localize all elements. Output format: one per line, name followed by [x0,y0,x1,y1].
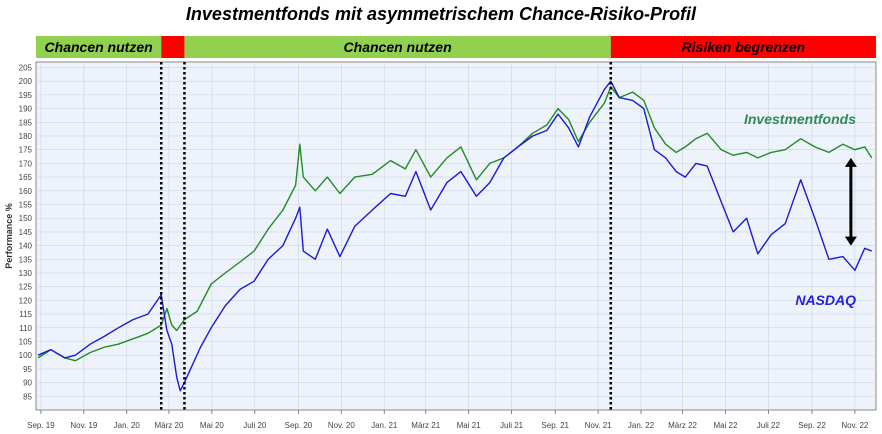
y-tick-label: 195 [19,91,33,100]
band-label: Chancen nutzen [45,39,153,55]
y-tick-label: 85 [23,392,32,401]
y-tick-label: 110 [19,324,32,333]
y-tick-label: 95 [23,365,32,374]
x-tick-label: Sep. 19 [27,421,55,430]
y-tick-label: 165 [19,173,33,182]
y-axis-ticks: 85 90 95 100 105 110 115 120 125 130 135 140 145 150 1… [19,63,33,401]
x-tick-label: Juli 20 [243,421,267,430]
grid-lines [36,62,876,410]
chart-title: Investmentfonds mit asymmetrischem Chanc… [185,4,697,24]
x-tick-label: Mai 21 [457,421,482,430]
spread-arrow-head-down [844,236,857,246]
x-tick-label: März 22 [668,421,697,430]
x-tick-label: Jan. 20 [114,421,141,430]
y-tick-label: 100 [19,351,33,360]
band-chance [184,36,611,58]
x-tick-label: Jan. 21 [371,421,398,430]
y-axis-title: Performance % [4,203,14,269]
series-labels: Investmentfonds NASDAQ [744,111,856,308]
plot-area [35,61,877,411]
x-tick-label: Nov. 20 [328,421,356,430]
y-tick-label: 140 [19,242,33,251]
phase-bands: Chancen nutzen Chancen nutzen Risiken begr… [36,36,876,58]
band-risk [610,36,876,58]
series-line-fund [37,86,873,362]
x-tick-label: Sep. 20 [285,421,313,430]
y-tick-label: 160 [19,187,33,196]
series-line-nasdaq [37,80,873,392]
x-tick-label: Nov. 21 [585,421,613,430]
y-tick-label: 170 [19,159,33,168]
x-tick-label: März 20 [155,421,184,430]
x-tick-label: Nov. 22 [841,421,869,430]
x-tick-label: Mai 20 [200,421,225,430]
y-tick-label: 185 [19,118,33,127]
annotations [844,157,857,246]
band-chance [36,36,162,58]
y-tick-label: 125 [19,283,33,292]
y-tick-label: 105 [19,337,33,346]
y-tick-label: 180 [19,132,33,141]
y-tick-label: 90 [23,379,32,388]
y-tick-label: 155 [19,200,33,209]
y-tick-label: 190 [19,105,33,114]
y-tick-label: 175 [19,146,33,155]
y-tick-label: 205 [19,63,33,72]
x-tick-label: Juli 22 [757,421,781,430]
x-tick-label: März 21 [411,421,440,430]
y-tick-label: 200 [19,77,33,86]
series-label-nasdaq: NASDAQ [795,292,856,308]
y-tick-label: 145 [19,228,33,237]
y-tick-label: 135 [19,255,33,264]
x-tick-label: Nov. 19 [70,421,98,430]
y-tick-label: 120 [19,296,33,305]
x-axis-ticks: Sep. 19 Nov. 19 Jan. 20 März 20 Mai 20 Juli 2… [27,410,869,430]
band-label: Chancen nutzen [344,39,452,55]
phase-markers [159,62,613,410]
x-tick-label: Jan. 22 [628,421,655,430]
y-tick-label: 150 [19,214,33,223]
series-lines [37,80,873,392]
x-tick-label: Mai 22 [713,421,738,430]
x-tick-label: Sep. 21 [541,421,569,430]
band-risk [161,36,185,58]
band-label: Risiken begrenzen [682,39,806,55]
x-tick-label: Juli 21 [500,421,524,430]
series-label-fund: Investmentfonds [744,111,856,127]
x-tick-label: Sep. 22 [798,421,826,430]
y-tick-label: 115 [19,310,32,319]
spread-arrow-head-up [844,157,857,167]
y-tick-label: 130 [19,269,33,278]
